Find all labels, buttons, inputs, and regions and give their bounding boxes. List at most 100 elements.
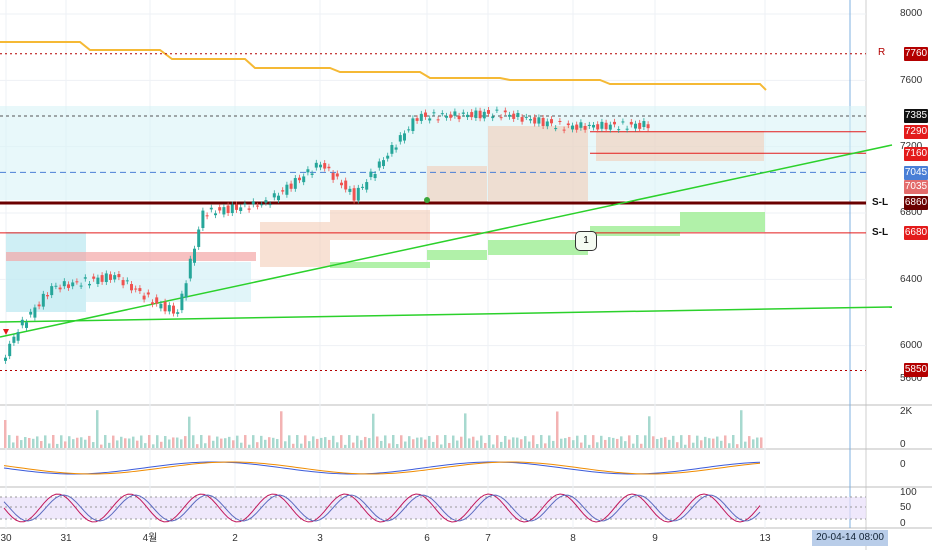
volume-bar bbox=[88, 435, 91, 448]
volume-bar bbox=[188, 416, 191, 448]
candle bbox=[461, 112, 465, 114]
volume-bar bbox=[756, 437, 759, 448]
volume-bar bbox=[168, 439, 171, 448]
candle bbox=[617, 129, 621, 131]
macd-line bbox=[3, 461, 761, 475]
candle bbox=[403, 133, 406, 141]
candle bbox=[554, 128, 558, 130]
candle bbox=[587, 124, 591, 126]
candle bbox=[340, 182, 343, 186]
volume-bar bbox=[508, 439, 511, 448]
candle bbox=[428, 118, 432, 121]
volume-bar bbox=[44, 435, 47, 448]
volume-bar bbox=[464, 413, 467, 448]
support-label: S-L bbox=[872, 197, 889, 208]
volume-bar bbox=[544, 443, 547, 448]
volume-bar bbox=[416, 437, 419, 448]
volume-bar bbox=[680, 435, 683, 448]
volume-bar bbox=[752, 439, 755, 448]
candle bbox=[592, 124, 595, 128]
candle bbox=[226, 205, 230, 214]
candle bbox=[457, 115, 461, 120]
time-axis-label: 3 bbox=[317, 533, 323, 544]
candle bbox=[180, 293, 184, 311]
volume-bar bbox=[604, 439, 607, 448]
volume-bar bbox=[564, 438, 567, 448]
resistance-label: R bbox=[878, 47, 886, 58]
candle bbox=[613, 121, 616, 125]
candle bbox=[419, 113, 423, 121]
price-tick: 7200 bbox=[900, 141, 922, 152]
price-tag: 7160 bbox=[904, 147, 928, 161]
candle bbox=[508, 114, 511, 117]
candle bbox=[629, 121, 633, 125]
volume-bar bbox=[264, 439, 267, 448]
volume-bar bbox=[236, 435, 239, 448]
candle bbox=[361, 186, 364, 188]
candle bbox=[503, 110, 507, 113]
volume-bar bbox=[124, 438, 127, 448]
candle bbox=[373, 174, 377, 179]
volume-bar bbox=[376, 436, 379, 448]
candle bbox=[20, 319, 24, 326]
volume-bar bbox=[228, 436, 231, 448]
volume-bar bbox=[672, 435, 675, 448]
volume-bar bbox=[736, 444, 739, 448]
volume-bar bbox=[176, 437, 179, 448]
volume-bar bbox=[496, 435, 499, 448]
candle bbox=[562, 129, 566, 131]
stoch-tick: 0 bbox=[900, 518, 906, 529]
volume-bar bbox=[164, 436, 167, 448]
volume-bar bbox=[248, 444, 251, 448]
volume-tick: 2K bbox=[900, 406, 913, 417]
time-axis-label: 4월 bbox=[143, 532, 158, 544]
candle bbox=[83, 277, 87, 279]
price-tag: 6860 bbox=[904, 196, 928, 210]
price-tick: 7600 bbox=[900, 75, 923, 86]
candle bbox=[436, 119, 440, 121]
candle bbox=[398, 135, 402, 142]
volume-bar bbox=[628, 435, 631, 448]
volume-bar bbox=[400, 435, 403, 448]
candle bbox=[50, 286, 54, 296]
volume-bar bbox=[476, 440, 479, 448]
candle bbox=[344, 180, 348, 190]
volume-bar bbox=[172, 437, 175, 448]
volume-bar bbox=[488, 435, 491, 448]
volume-bar bbox=[548, 435, 551, 448]
volume-bar bbox=[644, 435, 647, 448]
candle bbox=[281, 190, 285, 192]
volume-bar bbox=[596, 442, 599, 448]
volume-bar bbox=[276, 439, 279, 448]
annotation-bubble[interactable]: 1 bbox=[575, 231, 597, 251]
candle bbox=[298, 177, 301, 181]
candle bbox=[222, 207, 226, 215]
candle bbox=[306, 169, 310, 173]
volume-bar bbox=[492, 444, 495, 448]
range-box bbox=[6, 252, 256, 261]
candle bbox=[466, 114, 469, 118]
candle bbox=[184, 283, 188, 298]
volume-bar bbox=[636, 435, 639, 448]
candle bbox=[365, 182, 369, 190]
candle bbox=[541, 117, 545, 126]
volume-bar bbox=[252, 435, 255, 448]
volume-bar bbox=[552, 440, 555, 448]
volume-bar bbox=[364, 436, 367, 448]
candle bbox=[96, 277, 100, 285]
volume-bar bbox=[600, 435, 603, 448]
volume-bar bbox=[608, 437, 611, 448]
candle bbox=[134, 288, 138, 290]
volume-bar bbox=[296, 435, 299, 448]
price-tag: 6680 bbox=[904, 226, 928, 240]
candle bbox=[151, 302, 154, 305]
volume-bar bbox=[652, 436, 655, 448]
volume-bar bbox=[4, 420, 7, 448]
volume-bar bbox=[312, 436, 315, 448]
candle bbox=[163, 301, 167, 312]
time-axis-label: 7 bbox=[485, 533, 491, 544]
volume-bar bbox=[28, 438, 31, 448]
candle bbox=[256, 205, 259, 207]
volume-bar bbox=[184, 436, 187, 448]
